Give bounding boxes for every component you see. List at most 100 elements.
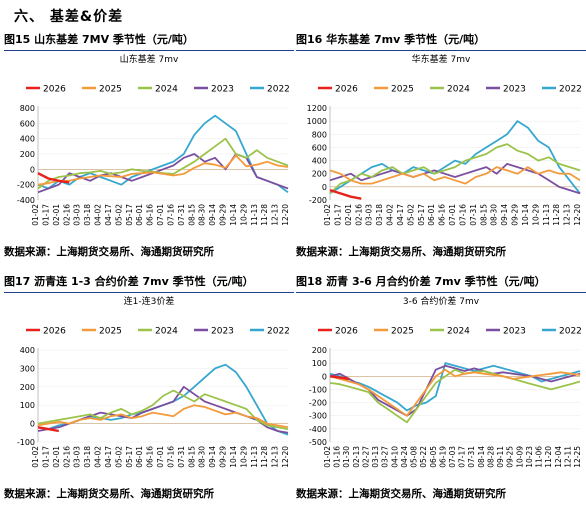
x-tick-label: 03-18 xyxy=(83,204,92,226)
x-tick-label: 05-17 xyxy=(125,446,134,468)
chart-title: 山东基差 7mv xyxy=(120,53,179,65)
x-tick-label: 09-11 xyxy=(496,446,505,468)
x-tick-label: 02-16 xyxy=(354,204,363,226)
y-tick-label: 200 xyxy=(312,346,327,355)
legend-label-2025: 2025 xyxy=(391,85,414,95)
x-tick-label: 05-17 xyxy=(125,204,134,226)
series-line-2025 xyxy=(329,166,581,185)
legend-label-2026: 2026 xyxy=(335,85,358,95)
x-tick-label: 04-17 xyxy=(396,204,405,226)
figure-panel-15: 图15 山东基差 7MV 季节性（元/吨） 山东基差 7mv 2026 2025 20… xyxy=(4,30,294,262)
x-tick-label: 03-18 xyxy=(375,204,384,226)
x-tick-label: 01-02 xyxy=(323,204,332,226)
chart-shandong-basis: 山东基差 7mv 2026 2025 2024 2023 2022 -400 -200 0 200… xyxy=(17,53,290,226)
x-tick-label: 08-15 xyxy=(187,204,196,226)
x-tick-label: 06-16 xyxy=(146,204,155,226)
y-tick-label: 600 xyxy=(20,119,35,128)
legend-label-2025: 2025 xyxy=(99,85,122,95)
x-tick-label: 07-16 xyxy=(458,204,467,226)
y-tick-label: -100 xyxy=(17,438,35,447)
figure-title: 图16 华东基差 7mv 季节性（元/吨） xyxy=(296,30,586,51)
x-tick-label: 11-13 xyxy=(250,446,259,468)
series-line-2022 xyxy=(329,120,581,195)
y-tick-label: 400 xyxy=(20,346,35,355)
legend-label-2025: 2025 xyxy=(99,327,122,337)
x-tick-label: 07-31 xyxy=(467,446,476,468)
x-tick-label: 08-15 xyxy=(479,204,488,226)
x-tick-label: 07-01 xyxy=(156,446,165,468)
data-source: 数据来源：上海期货交易所、海通期货研究所 xyxy=(296,246,506,258)
x-tick-label: 11-28 xyxy=(260,204,269,226)
x-tick-label: 07-31 xyxy=(177,204,186,226)
x-tick-label: 10-23 xyxy=(525,446,534,468)
y-tick-label: -100 xyxy=(309,385,327,394)
x-tick-label: 07-31 xyxy=(177,446,186,468)
x-tick-label: 01-17 xyxy=(41,204,50,226)
x-tick-label: 07-16 xyxy=(166,446,175,468)
x-tick-label: 09-29 xyxy=(511,204,520,226)
figure-title: 图17 沥青连 1-3 合约价差 7mv 季节性（元/吨） xyxy=(4,272,294,293)
legend-label-2022: 2022 xyxy=(267,327,290,337)
figure-panel-17: 图17 沥青连 1-3 合约价差 7mv 季节性（元/吨） 连1-连3价差 202… xyxy=(4,272,294,504)
x-tick-label: 01-02 xyxy=(31,204,40,226)
x-tick-label: 07-16 xyxy=(166,204,175,226)
x-tick-label: 02-27 xyxy=(361,446,370,468)
legend-label-2024: 2024 xyxy=(447,85,470,95)
chart-title: 连1-连3价差 xyxy=(124,295,175,307)
x-tick-label: 05-17 xyxy=(417,204,426,226)
chart-huadong-basis: 华东基差 7mv 2026 2025 2024 2023 2022 -200 0 200 400 6… xyxy=(307,53,582,226)
legend-label-2023: 2023 xyxy=(503,85,526,95)
x-tick-label: 04-02 xyxy=(94,204,103,226)
x-tick-label: 04-17 xyxy=(104,446,113,468)
y-tick-label: -200 xyxy=(17,181,35,190)
y-tick-label: 600 xyxy=(312,143,327,152)
series-line-2025 xyxy=(329,368,581,417)
x-tick-label: 12-20 xyxy=(573,204,582,226)
y-tick-label: 0 xyxy=(30,420,35,429)
x-tick-label: 03-03 xyxy=(73,204,82,226)
x-tick-label: 12-04 xyxy=(554,446,563,468)
legend-label-2024: 2024 xyxy=(155,327,178,337)
data-source: 数据来源：上海期货交易所、海通期货研究所 xyxy=(4,488,214,500)
x-tick-label: 07-03 xyxy=(448,446,457,468)
y-tick-label: -500 xyxy=(309,438,327,447)
x-tick-label: 05-02 xyxy=(406,204,415,226)
legend-label-2023: 2023 xyxy=(211,327,234,337)
y-tick-label: 0 xyxy=(322,183,327,192)
x-tick-label: 10-09 xyxy=(515,446,524,468)
x-tick-label: 01-16 xyxy=(333,446,342,468)
x-tick-label: 06-19 xyxy=(438,446,447,468)
x-tick-label: 02-16 xyxy=(62,446,71,468)
x-tick-label: 08-30 xyxy=(198,446,207,468)
series-line-2026 xyxy=(329,188,362,200)
x-tick-label: 10-29 xyxy=(239,446,248,468)
x-tick-label: 12-11 xyxy=(563,446,572,468)
series-line-2024 xyxy=(329,143,581,195)
x-tick-label: 04-02 xyxy=(94,446,103,468)
x-tick-label: 01-17 xyxy=(41,446,50,468)
y-tick-label: 200 xyxy=(20,150,35,159)
y-tick-label: -400 xyxy=(309,425,327,434)
x-tick-label: 12-13 xyxy=(271,204,280,226)
x-tick-label: 08-15 xyxy=(187,446,196,468)
x-tick-label: 03-18 xyxy=(83,446,92,468)
x-tick-label: 06-16 xyxy=(438,204,447,226)
x-tick-label: 08-14 xyxy=(477,446,486,468)
figure-panel-18: 图18 沥青 3-6 月合约价差 7mv 季节性（元/吨） 3-6 合约价差 7… xyxy=(296,272,586,504)
y-tick-label: 1000 xyxy=(307,117,327,126)
legend-label-2025: 2025 xyxy=(391,327,414,337)
x-tick-label: 07-01 xyxy=(156,204,165,226)
y-tick-label: 800 xyxy=(312,130,327,139)
x-tick-label: 05-22 xyxy=(419,446,428,468)
x-tick-label: 03-03 xyxy=(365,204,374,226)
x-tick-label: 02-01 xyxy=(344,204,353,226)
x-tick-label: 12-20 xyxy=(281,446,290,468)
x-tick-label: 11-20 xyxy=(544,446,553,468)
chart-spread-1-3: 连1-连3价差 2026 2025 2024 2023 2022 -100 0 100 200 30… xyxy=(17,295,290,468)
x-tick-label: 05-08 xyxy=(410,446,419,468)
y-tick-label: 400 xyxy=(312,157,327,166)
x-tick-label: 04-24 xyxy=(400,446,409,468)
x-tick-label: 09-29 xyxy=(219,204,228,226)
series-line-2024 xyxy=(329,368,581,424)
y-tick-label: -300 xyxy=(309,412,327,421)
